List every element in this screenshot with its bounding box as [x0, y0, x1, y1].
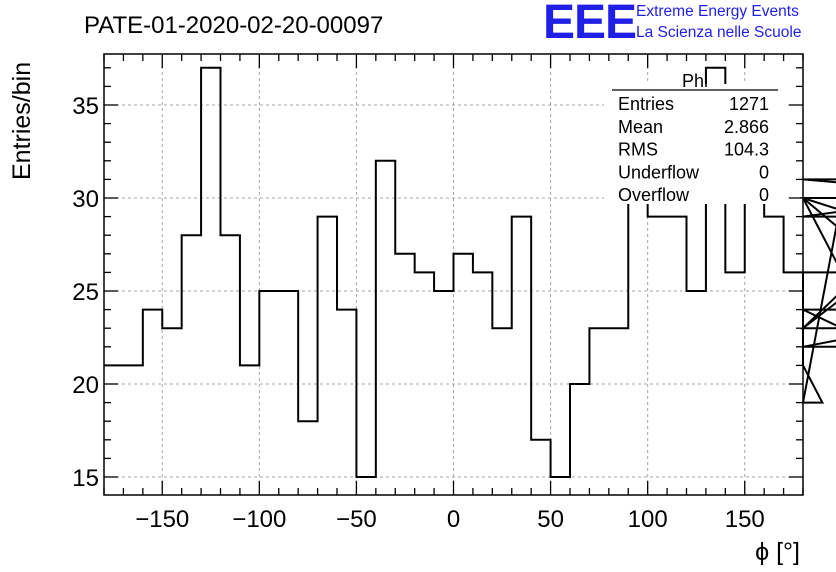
histogram-bin: [104, 365, 123, 495]
x-tick-label: −100: [232, 506, 286, 533]
histogram-bin: [395, 254, 414, 495]
histogram-bin: [551, 477, 570, 495]
logo-subtitle-1: Extreme Energy Events: [636, 3, 799, 20]
logo-subtitle-2: La Scienza nelle Scuole: [636, 24, 802, 41]
histogram-bin: [531, 440, 550, 495]
stats-box-background: [604, 84, 787, 204]
histogram-bin: [376, 161, 395, 495]
x-axis-label: ϕ [°]: [755, 538, 800, 566]
chart-title: PATE-01-2020-02-20-00097: [84, 12, 383, 39]
tick-labels: −150 −100 −50 0 50 100 150 15 20 25 30 35: [72, 93, 764, 533]
x-tick-label: 150: [725, 506, 765, 533]
histogram-bin: [648, 217, 667, 495]
stats-box-title: Phi: [682, 71, 708, 91]
histogram-bin: [512, 217, 531, 495]
stats-label: Mean: [618, 117, 663, 137]
histogram-bin: [687, 291, 706, 495]
histogram-bin: [356, 477, 375, 495]
x-tick-label: 50: [537, 506, 564, 533]
histogram-bin: [201, 68, 220, 495]
y-tick-label: 35: [72, 93, 99, 120]
stats-label: Overflow: [618, 185, 690, 205]
y-tick-label: 30: [72, 186, 99, 213]
histogram-bin: [609, 328, 628, 495]
histogram-bin: [143, 310, 162, 495]
y-tick-label: 15: [72, 465, 99, 492]
stats-value: 0: [759, 162, 769, 182]
eee-logo: EEE: [543, 0, 637, 49]
histogram-bin: [182, 235, 201, 495]
y-tick-label: 20: [72, 372, 99, 399]
stats-label: Underflow: [618, 162, 700, 182]
histogram-bin: [259, 291, 278, 495]
y-axis-label: Entries/bin: [8, 62, 36, 180]
stats-label: Entries: [618, 94, 674, 114]
x-tick-label: 100: [628, 506, 668, 533]
histogram-bin: [337, 310, 356, 495]
x-tick-label: 0: [447, 506, 460, 533]
histogram-series: [104, 66, 836, 495]
histogram-bin: [745, 179, 764, 495]
y-tick-label: 25: [72, 279, 99, 306]
histogram-bin: [279, 291, 298, 495]
stats-value: 104.3: [724, 140, 769, 160]
histogram-bin: [123, 365, 142, 495]
histogram-outline: [104, 66, 836, 478]
stats-box: Phi Entries 1271 Mean 2.866 RMS 104.3 Underflo…: [604, 71, 787, 205]
stats-value: 0: [759, 185, 769, 205]
histogram-bin: [298, 421, 317, 495]
axis-ticks: [103, 54, 804, 495]
x-tick-label: −150: [135, 506, 189, 533]
histogram-bin: [240, 365, 259, 495]
histogram-bin: [570, 384, 589, 495]
x-tick-label: −50: [336, 506, 377, 533]
histogram-bin: [221, 235, 240, 495]
histogram-bin: [667, 217, 686, 495]
histogram-bin: [162, 328, 181, 495]
histogram-bin: [318, 217, 337, 495]
histogram-bin: [492, 328, 511, 495]
stats-label: RMS: [618, 140, 658, 160]
histogram-bin: [589, 328, 608, 495]
histogram-bin: [434, 291, 453, 495]
histogram-bin: [628, 179, 647, 495]
stats-value: 1271: [729, 94, 769, 114]
stats-value: 2.866: [724, 117, 769, 137]
histogram-bin: [454, 254, 473, 495]
histogram-bin: [764, 217, 783, 495]
